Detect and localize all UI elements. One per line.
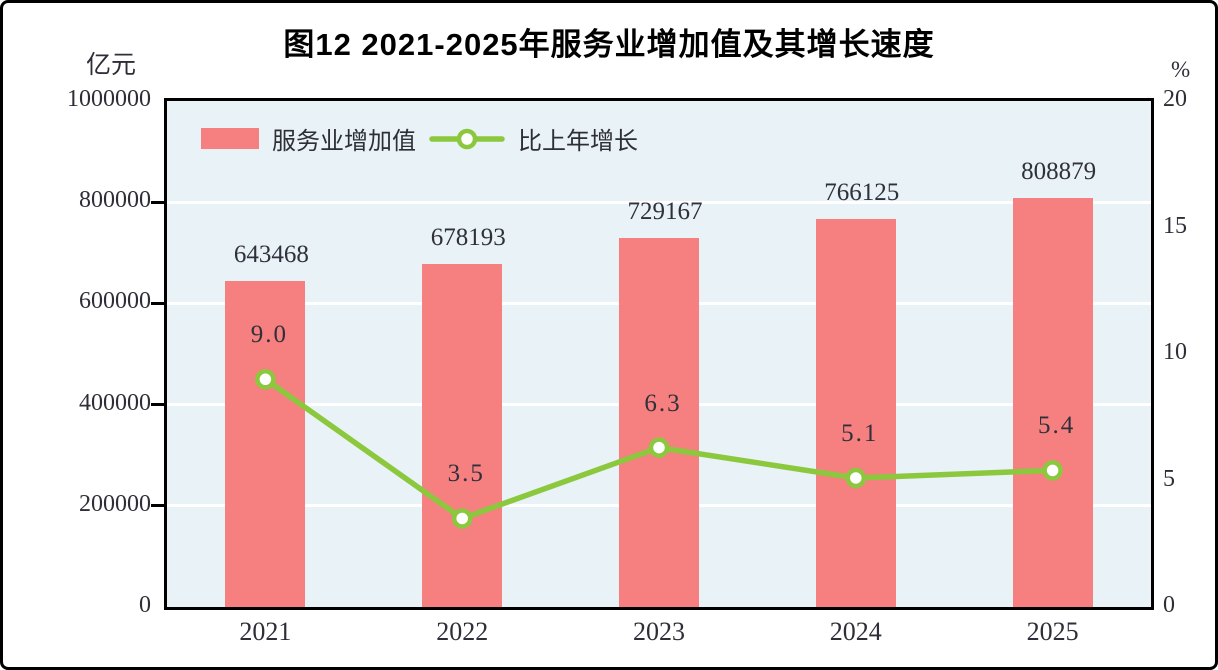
growth-value-label: 6.3 — [644, 389, 682, 417]
bar — [619, 238, 699, 607]
tick-mark — [151, 403, 164, 407]
right-axis-unit: % — [1171, 57, 1191, 82]
legend-bar-swatch — [201, 128, 259, 149]
bar — [815, 219, 896, 607]
growth-value-label: 9.0 — [250, 321, 289, 349]
tick-mark — [151, 200, 164, 204]
legend-bar-label: 服务业增加值 — [272, 128, 416, 155]
legend: 服务业增加值 比上年增长 — [201, 121, 638, 156]
y-axis-right-label: 5 — [1163, 465, 1175, 492]
x-tick-label: 2024 — [829, 617, 882, 646]
bar-value-label: 643468 — [233, 241, 309, 269]
bar — [422, 263, 503, 607]
y-axis-left-label: 600000 — [79, 288, 151, 315]
y-axis-right-label: 10 — [1163, 339, 1187, 365]
growth-value-label: 5.1 — [841, 419, 879, 447]
y-axis-left-label: 800000 — [79, 187, 151, 214]
bar-value-label: 729167 — [627, 198, 703, 226]
x-tick-label: 2025 — [1026, 617, 1079, 646]
bar-value-label: 766125 — [824, 179, 900, 207]
y-axis-left-label: 400000 — [79, 389, 151, 416]
x-tick-label: 2023 — [633, 617, 685, 646]
x-tick-label: 2021 — [239, 617, 292, 646]
y-axis-right-label: 15 — [1163, 212, 1187, 239]
bar-value-label: 678193 — [430, 223, 506, 251]
bar-value-label: 808879 — [1021, 157, 1097, 185]
x-tick-label: 2022 — [436, 617, 489, 646]
gridline — [167, 200, 1151, 204]
y-axis-left-label: 0 — [139, 592, 151, 618]
legend-line-sample — [429, 128, 505, 149]
plot-area: 643468 678193 729167 766125 808879 9.0 3.5 6.3… — [164, 98, 1154, 610]
y-axis-left-label: 1000000 — [67, 86, 151, 112]
bar — [1012, 197, 1093, 607]
chart-title: 图12 2021-2025年服务业增加值及其增长速度 — [283, 27, 935, 62]
y-axis-left-label: 200000 — [79, 490, 151, 517]
y-axis-right-label: 20 — [1163, 86, 1187, 112]
growth-value-label: 3.5 — [447, 460, 485, 488]
growth-value-label: 5.4 — [1037, 412, 1076, 440]
y-axis-right-label: 0 — [1163, 592, 1175, 618]
tick-mark — [151, 301, 164, 305]
legend-line-label: 比上年增长 — [518, 128, 638, 155]
tick-mark — [151, 504, 164, 508]
left-axis-unit: 亿元 — [85, 51, 136, 79]
